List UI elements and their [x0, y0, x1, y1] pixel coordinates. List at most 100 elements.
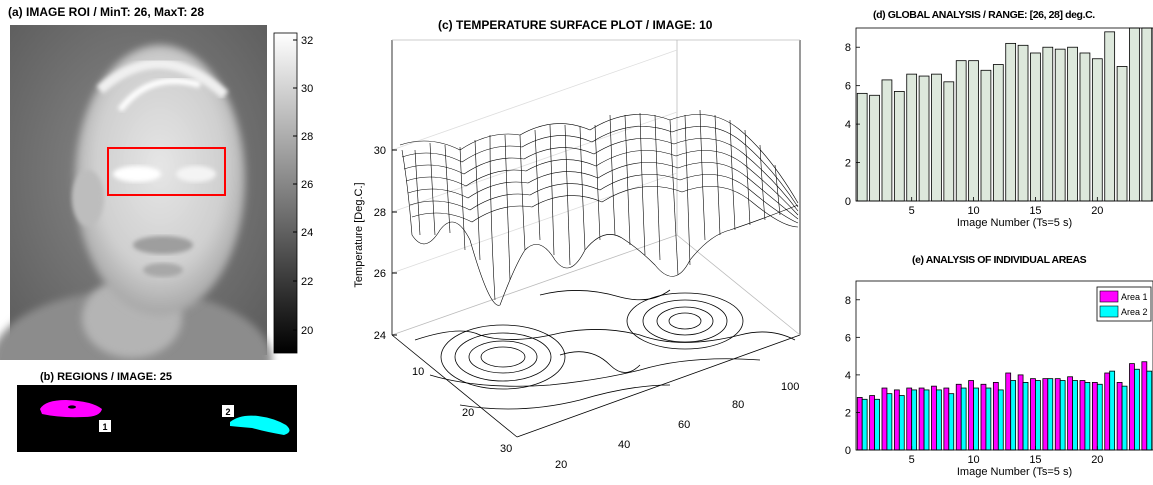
x-tick-label: 10 [967, 454, 979, 466]
z-tick: 24 [374, 330, 386, 342]
individual-areas-chart: 0 2 4 6 8 5 10 15 20 Image Number (Ts=5 s) Area 1 A… [845, 280, 1153, 478]
bar [992, 64, 1004, 202]
panel-c-title: (c) TEMPERATURE SURFACE PLOT / IMAGE: 10 [438, 18, 713, 32]
bar-area-1 [918, 387, 925, 451]
bar-area-2 [936, 389, 942, 451]
x-tick: 100 [781, 381, 799, 393]
bar [1129, 27, 1140, 202]
legend-swatch [1099, 290, 1119, 303]
chart-d-title: (d) GLOBAL ANALYSIS / RANGE: [26, 28] de… [873, 9, 1095, 21]
bar [906, 73, 918, 202]
x-axis: 20 40 60 80 100 [555, 381, 799, 471]
z-tick: 26 [374, 268, 386, 280]
bar [881, 79, 893, 202]
x-tick-label: 10 [967, 205, 979, 217]
bar-area-2 [948, 393, 955, 451]
colorbar-tick: 24 [301, 227, 313, 239]
bar-area-2 [874, 398, 880, 451]
bar-area-1 [856, 397, 863, 451]
bar-area-2 [1134, 368, 1140, 451]
surface-plot-box [391, 39, 801, 438]
bar-area-2 [1109, 370, 1116, 451]
bar-area-2 [1146, 370, 1153, 451]
y-tick-label: 4 [845, 119, 851, 131]
bar-area-1 [1091, 382, 1098, 451]
bar [1116, 66, 1128, 202]
y-tick-label: 4 [845, 370, 851, 382]
bar-area-2 [1010, 380, 1017, 451]
bar [968, 60, 979, 202]
y-tick-label: 2 [845, 158, 851, 170]
y-tick-label: 6 [845, 81, 851, 93]
bar [1042, 46, 1054, 202]
bar-area-1 [1042, 378, 1049, 451]
bar [1104, 31, 1116, 202]
z-axis: 30 28 26 24 Temperature [Deg.C.] [353, 145, 397, 342]
bar-area-1 [1129, 363, 1135, 451]
z-axis-label: Temperature [Deg.C.] [353, 182, 365, 287]
bar-area-1 [869, 395, 875, 451]
panel-b-title: (b) REGIONS / IMAGE: 25 [40, 371, 173, 383]
region-2-marker [222, 405, 234, 417]
bar [980, 69, 992, 202]
bar-area-2 [1035, 380, 1041, 451]
bar-area-1 [992, 382, 999, 451]
bar-area-1 [1079, 380, 1086, 451]
bar-area-2 [960, 387, 967, 451]
bar [1091, 58, 1103, 202]
x-tick-label: 5 [909, 454, 915, 466]
y-tick-label: 0 [845, 196, 851, 208]
bar-area-2 [1096, 383, 1103, 451]
bar-area-2 [1022, 382, 1029, 451]
colorbar: 32 30 28 26 24 22 20 [273, 32, 313, 354]
bar-area-1 [1116, 382, 1123, 451]
y-tick: 30 [500, 443, 512, 455]
contour-projection [414, 289, 796, 410]
x-tick-label: 15 [1029, 454, 1041, 466]
plot-area [856, 28, 1153, 201]
surface-mesh [399, 109, 799, 306]
bar-area-1 [931, 385, 937, 451]
colorbar-tick: 26 [301, 179, 313, 191]
x-tick: 80 [732, 399, 744, 411]
x-tick-label: 20 [1091, 454, 1103, 466]
axes-box [855, 27, 1153, 202]
bar-area-1 [881, 387, 888, 451]
bar [856, 92, 868, 202]
bar-area-1 [906, 387, 913, 451]
bar [943, 81, 955, 202]
bar-area-1 [1067, 376, 1073, 451]
y-tick-label: 6 [845, 332, 851, 344]
bar-area-2 [886, 393, 893, 451]
bar [1054, 48, 1066, 202]
bar-area-1 [1054, 378, 1061, 451]
region-1-label: 1 [102, 422, 107, 432]
x-tick-label: 15 [1029, 205, 1041, 217]
regions-panel: 1 2 [17, 385, 297, 452]
thermal-image-panel: 32 30 28 26 24 22 20 [0, 25, 313, 360]
bar-area-1 [1141, 361, 1148, 451]
bar-area-2 [997, 389, 1004, 451]
bar-area-1 [1005, 372, 1012, 451]
x-tick-label: 5 [909, 205, 915, 217]
bar-area-2 [1059, 380, 1066, 451]
region-1-shape [40, 400, 102, 418]
bar [1067, 46, 1078, 202]
y-axis: 10 20 30 [412, 366, 512, 455]
panel-a-title: (a) IMAGE ROI / MinT: 26, MaxT: 28 [8, 5, 205, 19]
y-tick-label: 8 [845, 42, 851, 54]
bar-area-1 [955, 383, 962, 451]
bar [1141, 27, 1153, 202]
z-tick: 30 [374, 145, 386, 157]
bar-area-1 [893, 389, 900, 451]
region-2-shape [230, 415, 290, 435]
bar-area-2 [1072, 380, 1078, 451]
colorbar-tick: 32 [301, 35, 313, 47]
colorbar-tick: 20 [301, 325, 313, 337]
bar-area-1 [968, 380, 974, 451]
chart-e-title: (e) ANALYSIS OF INDIVIDUAL AREAS [912, 254, 1087, 266]
bar-area-2 [1121, 385, 1128, 451]
bar-area-1 [980, 383, 987, 451]
y-tick-label: 0 [845, 445, 851, 457]
x-axis-label: Image Number (Ts=5 s) [957, 217, 1072, 229]
